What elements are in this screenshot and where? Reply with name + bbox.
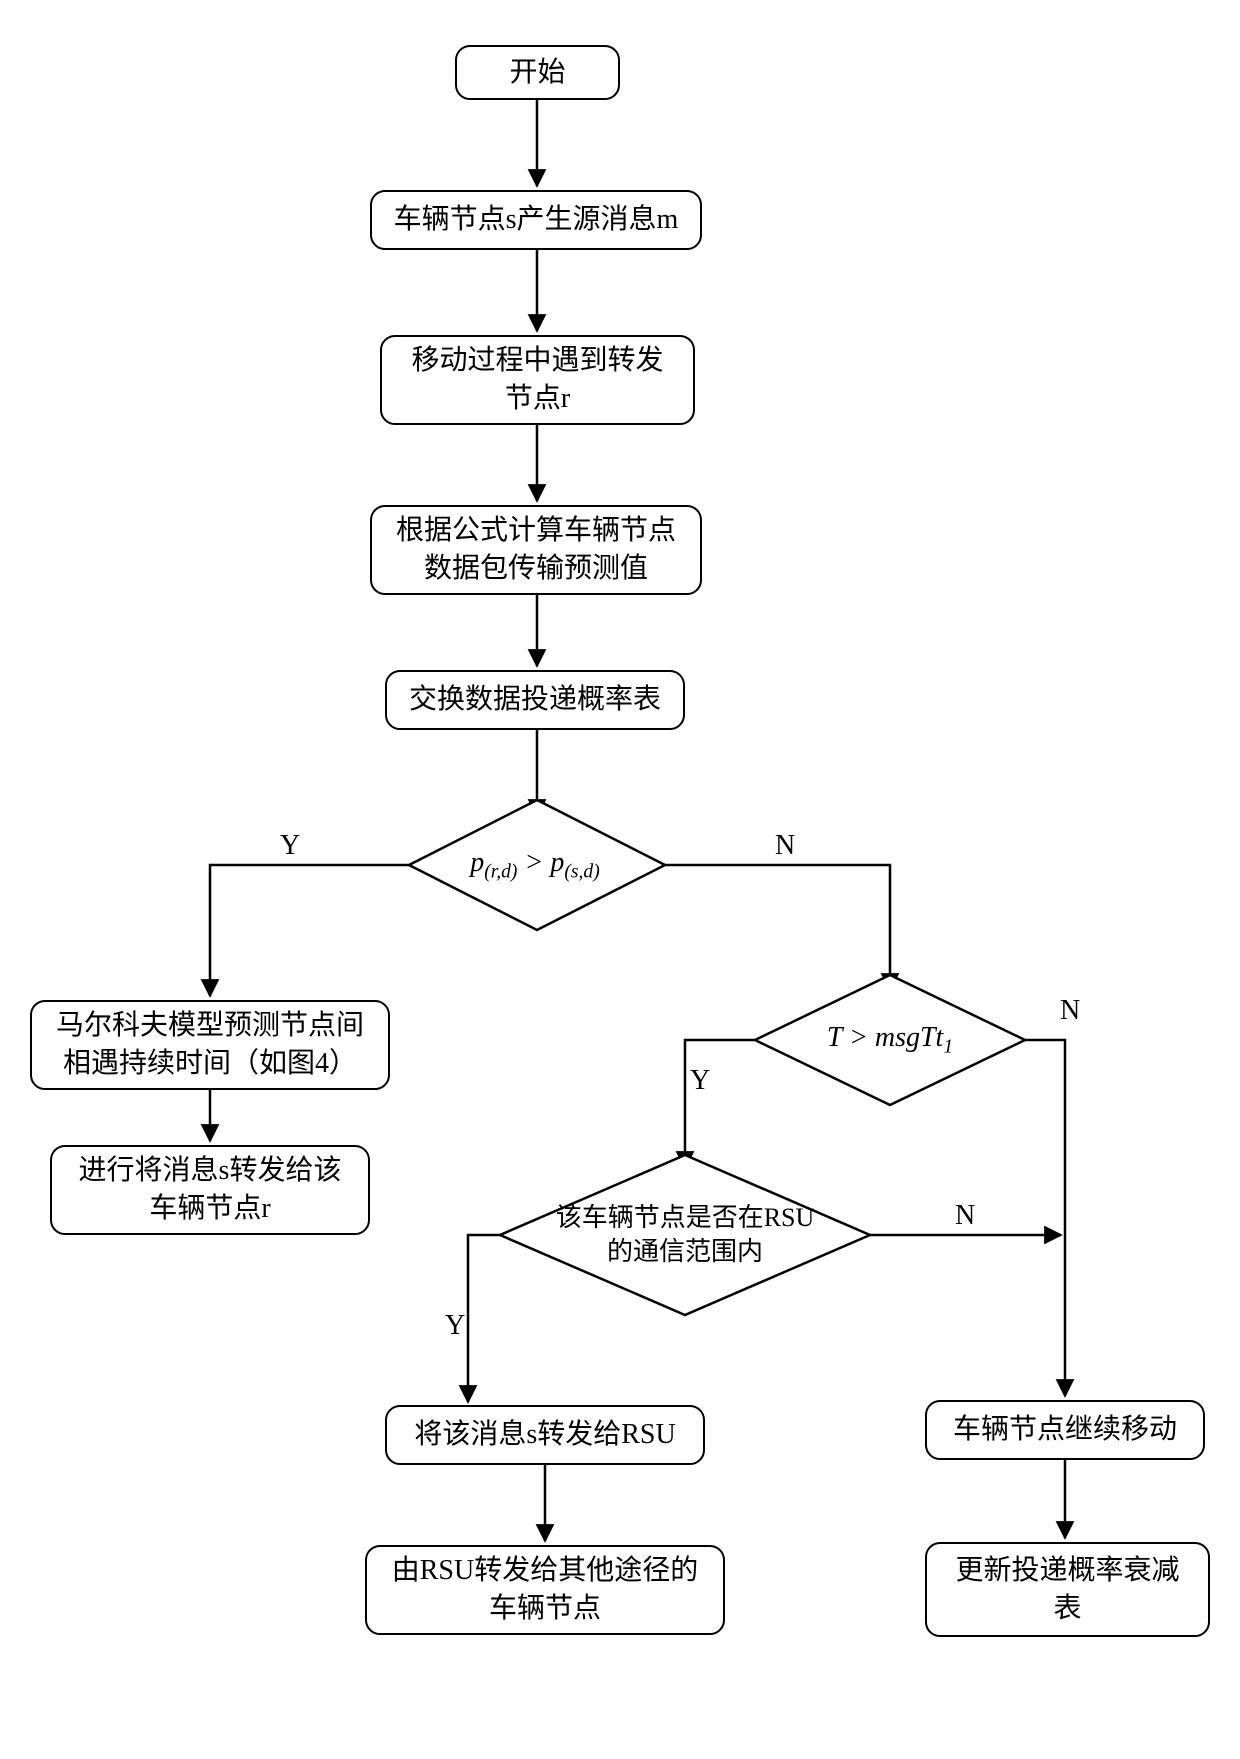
node-update-decay: 更新投递概率衰减表 [925,1542,1210,1637]
node-forward-to-r: 进行将消息s转发给该车辆节点r [50,1145,370,1235]
start-node: 开始 [455,45,620,100]
node-forward-to-rsu: 将该消息s转发给RSU [385,1405,705,1465]
n3-label: 根据公式计算车辆节点数据包传输预测值 [396,512,676,588]
label-y-d3: Y [445,1310,465,1342]
n10-label: 更新投递概率衰减表 [955,1552,1179,1628]
label-n-d1: N [775,830,795,862]
label-y-d1: Y [280,830,300,862]
n1-label: 车辆节点s产生源消息m [394,201,679,239]
label-n-d3: N [955,1200,975,1232]
node-rsu-relay: 由RSU转发给其他途径的车辆节点 [365,1545,725,1635]
decision-probability: p(r,d) > p(s,d) [405,800,665,930]
node-generate-message: 车辆节点s产生源消息m [370,190,702,250]
n9-label: 车辆节点继续移动 [953,1411,1177,1449]
node-exchange-table: 交换数据投递概率表 [385,670,685,730]
start-label: 开始 [509,54,565,92]
n4-label: 交换数据投递概率表 [409,681,661,719]
node-markov-predict: 马尔科夫模型预测节点间相遇持续时间（如图4） [30,1000,390,1090]
n7-label: 将该消息s转发给RSU [414,1416,675,1454]
d3-label: 该车辆节点是否在RSU的通信范围内 [556,1201,815,1269]
n5-label: 马尔科夫模型预测节点间相遇持续时间（如图4） [56,1007,364,1083]
label-y-d2: Y [690,1065,710,1097]
n6-label: 进行将消息s转发给该车辆节点r [79,1152,342,1228]
decision-ttl: T > msgTt1 [750,975,1030,1105]
n8-label: 由RSU转发给其他途径的车辆节点 [392,1552,698,1628]
n2-label: 移动过程中遇到转发节点r [411,342,663,418]
d2-label: T > msgTt1 [827,1022,953,1059]
node-continue-move: 车辆节点继续移动 [925,1400,1205,1460]
label-n-d2: N [1060,995,1080,1027]
node-encounter-relay: 移动过程中遇到转发节点r [380,335,695,425]
d1-label: p(r,d) > p(s,d) [470,847,599,884]
node-compute-prediction: 根据公式计算车辆节点数据包传输预测值 [370,505,702,595]
decision-rsu-range: 该车辆节点是否在RSU的通信范围内 [500,1155,870,1315]
